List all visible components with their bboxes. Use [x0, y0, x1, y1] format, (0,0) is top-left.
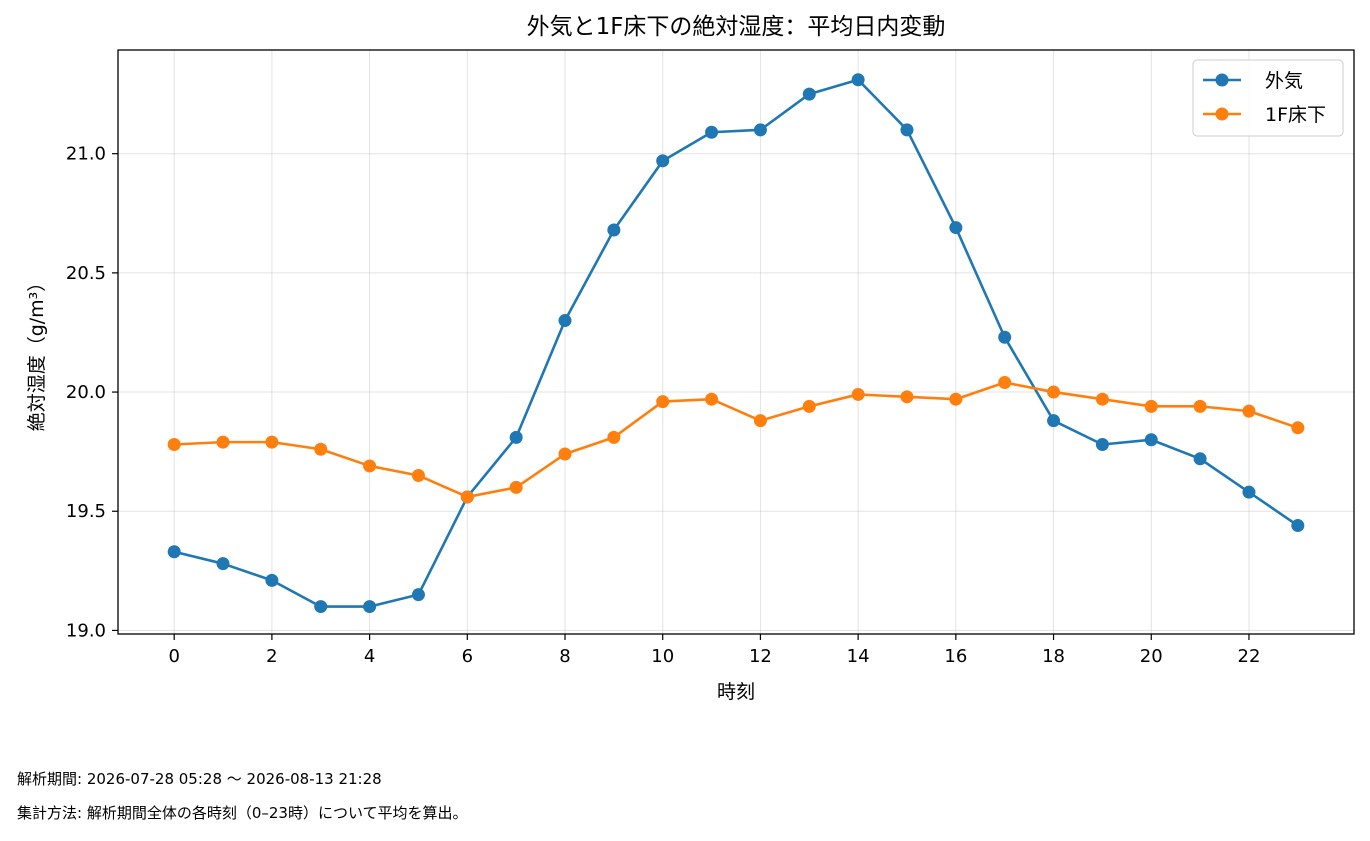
data-point [1242, 485, 1256, 499]
data-point [705, 125, 719, 139]
data-point [265, 435, 279, 449]
data-point [509, 430, 523, 444]
data-point [363, 459, 377, 473]
footnote-analysis-period: 解析期間: 2026-07-28 05:28 〜 2026-08-13 21:2… [17, 770, 382, 788]
data-point [949, 221, 963, 235]
data-point [1095, 392, 1109, 406]
data-point [1193, 452, 1207, 466]
footnote-aggregation-method: 集計方法: 解析期間全体の各時刻（0–23時）について平均を算出。 [17, 804, 468, 822]
y-tick-label: 20.5 [66, 263, 106, 284]
data-point [509, 480, 523, 494]
data-point [1144, 433, 1158, 447]
y-axis-label: 絶対湿度（g/m³） [26, 273, 48, 432]
data-point [314, 600, 328, 614]
data-point [607, 223, 621, 237]
x-tick-label: 8 [559, 646, 570, 667]
data-point [314, 442, 328, 456]
x-tick-label: 4 [364, 646, 375, 667]
x-axis: 0 2 4 6 8 10 12 14 16 18 20 22 [168, 634, 1260, 667]
series-0 [167, 73, 1305, 614]
data-point [949, 392, 963, 406]
data-point [216, 557, 230, 571]
data-point [802, 87, 816, 101]
data-point [1193, 399, 1207, 413]
x-tick-label: 10 [651, 646, 674, 667]
data-point [558, 314, 572, 328]
data-point [1291, 421, 1305, 435]
x-tick-label: 20 [1140, 646, 1163, 667]
data-point [216, 435, 230, 449]
data-point [802, 399, 816, 413]
legend-marker-series-0 [1215, 73, 1229, 87]
data-point [998, 376, 1012, 390]
data-point [851, 73, 865, 87]
data-point [167, 437, 181, 451]
chart-title: 外気と1F床下の絶対湿度：平均日内変動 [527, 14, 946, 40]
legend-marker-series-1 [1215, 107, 1229, 121]
x-tick-label: 2 [266, 646, 277, 667]
data-point [900, 390, 914, 404]
series-1 [167, 376, 1305, 504]
legend: 外気 1F床下 [1192, 59, 1344, 137]
data-point [851, 387, 865, 401]
data-point [363, 600, 377, 614]
data-point [705, 392, 719, 406]
data-point [1242, 404, 1256, 418]
data-point [753, 123, 767, 137]
x-tick-label: 12 [749, 646, 772, 667]
grid [118, 50, 1354, 634]
x-tick-label: 18 [1042, 646, 1065, 667]
legend-label-series-1: 1F床下 [1265, 104, 1326, 126]
x-axis-label: 時刻 [717, 681, 755, 703]
x-tick-label: 16 [944, 646, 967, 667]
data-point [167, 545, 181, 559]
legend-label-series-0: 外気 [1265, 70, 1303, 92]
data-point [900, 123, 914, 137]
y-tick-label: 19.5 [66, 501, 106, 522]
plot-area-frame [117, 49, 1355, 635]
data-point [1095, 437, 1109, 451]
data-point [1047, 414, 1061, 428]
data-point [607, 430, 621, 444]
y-tick-label: 21.0 [66, 144, 106, 165]
data-point [753, 414, 767, 428]
series-line [173, 78, 1299, 608]
data-point [1047, 385, 1061, 399]
data-point [460, 490, 474, 504]
data-point [558, 447, 572, 461]
data-point [265, 573, 279, 587]
data-point [998, 330, 1012, 344]
data-point [411, 468, 425, 482]
series-line [174, 381, 1299, 499]
y-tick-label: 19.0 [66, 620, 106, 641]
x-tick-label: 22 [1238, 646, 1261, 667]
x-tick-label: 14 [847, 646, 870, 667]
data-point [656, 395, 670, 409]
x-tick-label: 6 [462, 646, 473, 667]
y-tick-label: 20.0 [66, 382, 106, 403]
data-point [1144, 399, 1158, 413]
y-axis: 19.0 19.5 20.0 20.5 21.0 [66, 144, 118, 641]
data-point [1291, 519, 1305, 533]
line-chart: 外気と1F床下の絶対湿度：平均日内変動 0 2 4 6 8 10 12 14 16 18 20 22 … [26, 14, 1355, 703]
x-tick-label: 0 [168, 646, 179, 667]
series-layer [167, 73, 1305, 614]
data-point [411, 588, 425, 602]
data-point [656, 154, 670, 168]
